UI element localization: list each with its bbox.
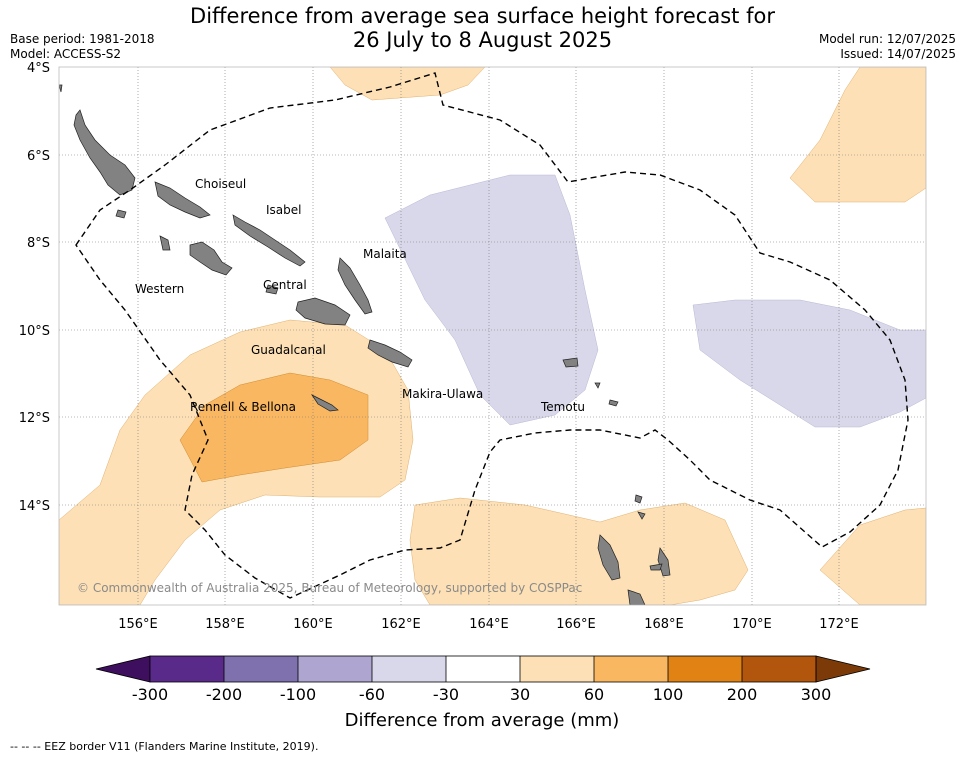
lon-label: 170°E: [732, 617, 772, 632]
copyright-text: © Commonwealth of Australia 2025, Bureau…: [77, 581, 582, 595]
island-small-2: [594, 382, 601, 389]
colorbar: [95, 655, 871, 683]
map-frame: [58, 66, 927, 606]
colorbar-extend-high: [815, 655, 871, 683]
lat-label: 12°S: [19, 411, 50, 426]
colorbar-tick-label: 300: [801, 685, 832, 704]
island-santa-cruz: [562, 357, 579, 368]
lon-label: 158°E: [205, 617, 245, 632]
island-choiseul: [154, 181, 211, 219]
colorbar-tick-label: 100: [653, 685, 684, 704]
island-isabel: [232, 214, 306, 267]
model-run-text: Model run: 12/07/2025: [818, 32, 956, 46]
colorbar-segment: [594, 656, 668, 682]
region-label-isabel: Isabel: [266, 203, 301, 217]
lon-label: 168°E: [644, 617, 684, 632]
region-label-western: Western: [135, 282, 184, 296]
map-title: Difference from average sea surface heig…: [0, 4, 965, 52]
region-label-rennell-bellona: Rennell & Bellona: [190, 400, 296, 414]
colorbar-outline: [149, 655, 817, 683]
island-shortland: [115, 209, 127, 219]
colorbar-ticks: -300 -200 -100 -60 -30 30 60 100 200 300: [132, 685, 831, 704]
colorbar-tick-label: -200: [206, 685, 242, 704]
island-efate: [627, 589, 646, 605]
anomaly-negative-east: [692, 299, 926, 428]
lat-label: 10°S: [19, 324, 50, 339]
eez-legend-footer: -- -- -- EEZ border V11 (Flanders Marine…: [10, 740, 319, 753]
lon-label: 160°E: [293, 617, 333, 632]
lon-label: 172°E: [819, 617, 859, 632]
lon-label: 166°E: [556, 617, 596, 632]
region-label-makira-ulawa: Makira-Ulawa: [402, 387, 483, 401]
anomaly-negative-central: [384, 174, 599, 426]
lat-label: 6°S: [27, 149, 50, 164]
lat-label: 4°S: [27, 61, 50, 76]
colorbar-tick-label: -300: [132, 685, 168, 704]
colorbar-segment: [520, 656, 594, 682]
island-small-3: [59, 84, 63, 93]
map-area: [59, 67, 926, 605]
island-florida: [265, 284, 279, 295]
longitude-labels: 156°E 158°E 160°E 162°E 164°E 166°E 168°…: [118, 617, 859, 632]
lon-label: 162°E: [381, 617, 421, 632]
island-ambae: [634, 494, 643, 504]
base-period-text: Base period: 1981-2018: [10, 32, 155, 46]
colorbar-segment: [668, 656, 742, 682]
region-label-central: Central: [263, 278, 307, 292]
colorbar-segment: [446, 656, 520, 682]
island-malekula: [657, 547, 671, 577]
colorbar-segment: [372, 656, 446, 682]
lat-label: 8°S: [27, 236, 50, 251]
island-bougainville: [73, 109, 136, 196]
eez-border: [75, 72, 909, 599]
island-small-1: [637, 511, 646, 520]
model-text: Model: ACCESS-S2: [10, 47, 122, 61]
colorbar-tick-label: 30: [510, 685, 530, 704]
colorbar-title: Difference from average (mm): [345, 710, 620, 731]
colorbar-segment: [150, 656, 224, 682]
title-line-1: Difference from average sea surface heig…: [190, 4, 775, 28]
island-rennell: [310, 394, 339, 412]
issued-text: Issued: 14/07/2025: [840, 47, 956, 61]
land-masses: [59, 84, 671, 605]
region-label-malaita: Malaita: [363, 247, 407, 261]
colorbar-tick-label: -60: [359, 685, 385, 704]
region-label-choiseul: Choiseul: [195, 177, 246, 191]
region-label-guadalcanal: Guadalcanal: [251, 343, 326, 357]
region-label-temotu: Temotu: [540, 400, 585, 414]
island-malaita: [337, 257, 373, 315]
colorbar-tick-label: -30: [433, 685, 459, 704]
anomaly-positive-se-corner: [819, 507, 926, 605]
lat-label: 14°S: [19, 499, 50, 514]
island-guadalcanal: [295, 297, 351, 326]
title-line-2: 26 July to 8 August 2025: [352, 28, 613, 52]
island-new-georgia: [189, 241, 233, 276]
colorbar-tick-label: 200: [727, 685, 758, 704]
colorbar-segment: [742, 656, 816, 682]
island-vanikoro: [608, 399, 619, 407]
base-info: Base period: 1981-2018 Model: ACCESS-S2: [10, 32, 155, 62]
run-info: Model run: 12/07/2025 Issued: 14/07/2025: [819, 32, 956, 62]
lon-label: 156°E: [118, 617, 158, 632]
latitude-labels: 4°S 6°S 8°S 10°S 12°S 14°S: [19, 61, 50, 514]
colorbar-dividers: [223, 656, 743, 682]
colorbar-tick-label: 60: [584, 685, 604, 704]
colorbar-extend-low: [95, 655, 151, 683]
colorbar-segment: [298, 656, 372, 682]
island-espiritu: [597, 534, 621, 581]
island-makira: [367, 339, 413, 368]
anomaly-positive-ne: [789, 67, 926, 203]
colorbar-segment: [224, 656, 298, 682]
gridlines: [59, 67, 926, 605]
lon-label: 164°E: [469, 617, 509, 632]
colorbar-tick-label: -100: [280, 685, 316, 704]
anomaly-positive-se-center: [409, 497, 749, 605]
island-ambrym: [649, 563, 663, 571]
island-vella: [159, 235, 171, 251]
region-labels: Choiseul Isabel Malaita Western Central …: [135, 177, 585, 414]
